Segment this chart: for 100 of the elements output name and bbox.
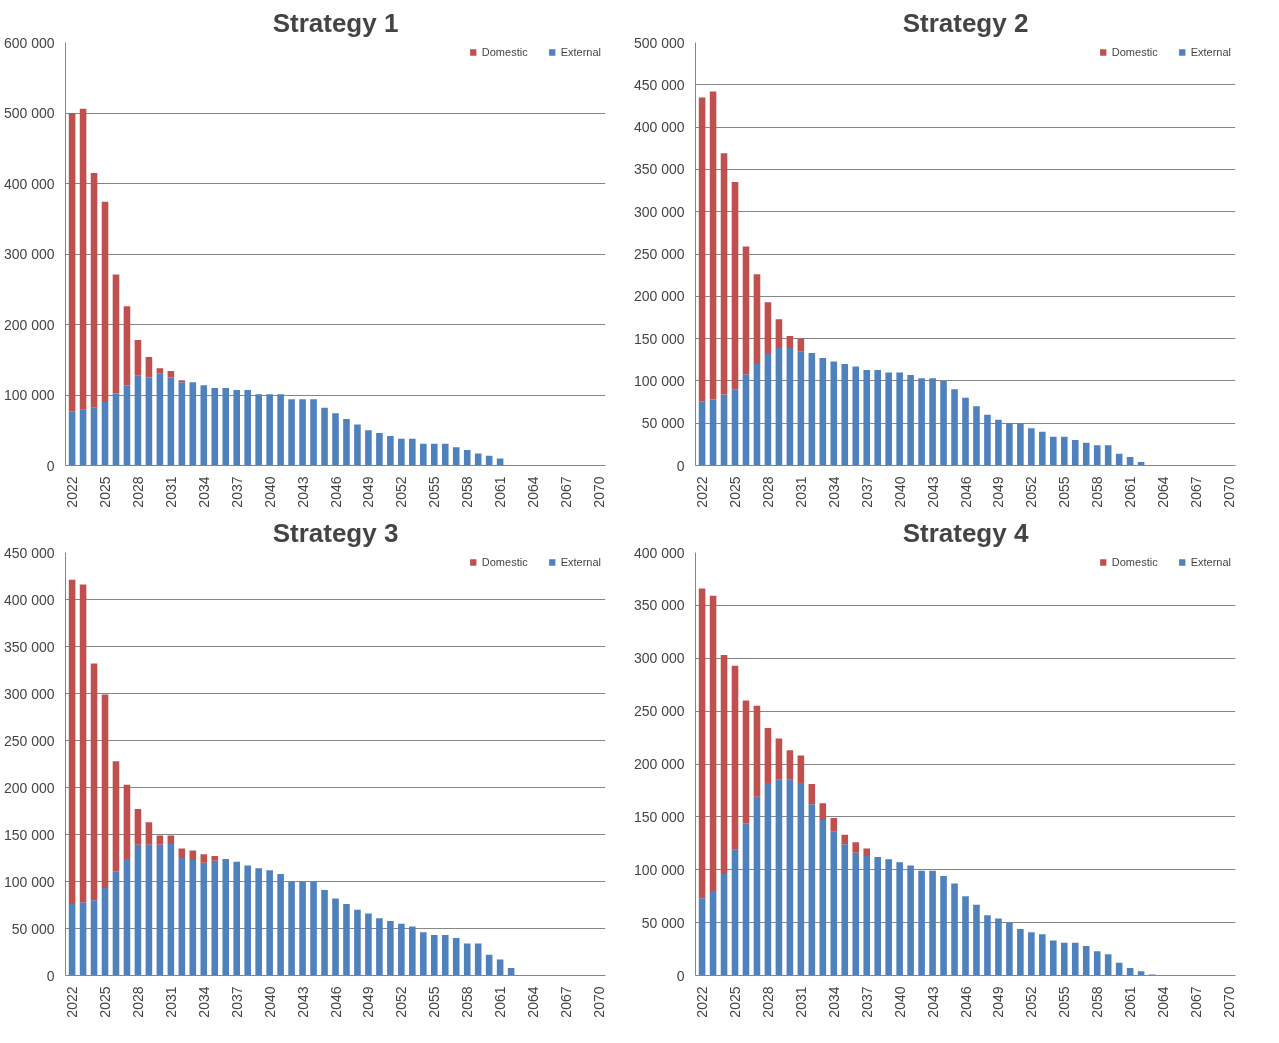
x-tick-label: 2040 bbox=[891, 986, 908, 1018]
x-tick-label: 2031 bbox=[792, 476, 809, 508]
x-tick-label: 2058 bbox=[1089, 476, 1106, 508]
y-tick-label: 200 000 bbox=[633, 756, 685, 772]
x-tick-label: 2067 bbox=[1187, 476, 1204, 508]
y-tick-label: 300 000 bbox=[633, 203, 685, 220]
x-tick-label: 2070 bbox=[1220, 476, 1237, 508]
x-tick-label: 2052 bbox=[393, 476, 410, 508]
x-tick-label: 2052 bbox=[393, 986, 410, 1018]
x-tick-label: 2034 bbox=[195, 476, 212, 508]
y-tick-label: 300 000 bbox=[633, 650, 685, 667]
y-tick-label: 250 000 bbox=[633, 246, 685, 262]
y-tick-label: 300 000 bbox=[3, 246, 55, 262]
x-tick-label: 2040 bbox=[261, 986, 278, 1018]
x-tick-label: 2034 bbox=[195, 986, 212, 1018]
chart-title: Strategy 2 bbox=[902, 7, 1029, 38]
legend-label: External bbox=[1190, 556, 1231, 568]
x-tick-label: 2022 bbox=[64, 476, 81, 508]
x-tick-label: 2037 bbox=[228, 986, 245, 1018]
y-tick-label: 350 000 bbox=[3, 638, 55, 655]
y-tick-label: 400 000 bbox=[633, 119, 685, 136]
y-tick-label: 350 000 bbox=[633, 597, 685, 614]
y-tick-label: 150 000 bbox=[633, 808, 685, 825]
x-tick-label: 2061 bbox=[1122, 986, 1139, 1018]
y-tick-label: 100 000 bbox=[3, 387, 55, 403]
legend-label: Domestic bbox=[1111, 46, 1158, 58]
y-tick-label: 400 000 bbox=[3, 175, 55, 192]
x-tick-label: 2058 bbox=[459, 986, 476, 1018]
x-tick-label: 2025 bbox=[97, 986, 114, 1018]
x-tick-label: 2067 bbox=[1187, 986, 1204, 1018]
x-tick-label: 2064 bbox=[525, 986, 542, 1018]
y-tick-label: 150 000 bbox=[3, 826, 55, 843]
y-tick-label: 100 000 bbox=[633, 861, 685, 878]
x-tick-label: 2049 bbox=[360, 476, 377, 508]
y-tick-label: 0 bbox=[46, 457, 55, 474]
x-tick-label: 2058 bbox=[1089, 986, 1106, 1018]
x-tick-label: 2043 bbox=[294, 986, 311, 1018]
x-tick-label: 2043 bbox=[294, 476, 311, 508]
legend-label: External bbox=[1190, 46, 1231, 58]
y-tick-label: 450 000 bbox=[633, 76, 685, 93]
x-tick-label: 2031 bbox=[162, 476, 179, 508]
x-tick-label: 2055 bbox=[1056, 476, 1073, 508]
x-tick-label: 2037 bbox=[858, 476, 875, 508]
x-tick-label: 2040 bbox=[891, 476, 908, 508]
x-tick-label: 2070 bbox=[590, 476, 607, 508]
chart-title: Strategy 1 bbox=[272, 7, 399, 38]
x-tick-label: 2034 bbox=[825, 476, 842, 508]
y-tick-label: 100 000 bbox=[633, 372, 685, 389]
x-tick-label: 2064 bbox=[1155, 476, 1172, 508]
legend-label: Domestic bbox=[481, 46, 528, 58]
y-tick-label: 50 000 bbox=[11, 920, 55, 937]
y-tick-label: 0 bbox=[676, 967, 685, 984]
x-tick-label: 2061 bbox=[492, 476, 509, 508]
x-tick-label: 2046 bbox=[957, 476, 974, 508]
x-tick-label: 2046 bbox=[327, 986, 344, 1018]
legend-label: Domestic bbox=[1111, 556, 1158, 568]
x-tick-label: 2055 bbox=[1056, 986, 1073, 1018]
x-tick-label: 2049 bbox=[990, 476, 1007, 508]
y-tick-label: 200 000 bbox=[633, 288, 685, 305]
x-tick-label: 2046 bbox=[327, 476, 344, 508]
x-tick-label: 2043 bbox=[924, 476, 941, 508]
y-tick-label: 50 000 bbox=[641, 914, 685, 931]
chart-title: Strategy 4 bbox=[902, 517, 1029, 548]
x-tick-label: 2067 bbox=[557, 476, 574, 508]
y-tick-label: 350 000 bbox=[633, 161, 685, 178]
legend-label: External bbox=[560, 46, 601, 58]
y-tick-label: 0 bbox=[46, 967, 55, 984]
x-tick-label: 2025 bbox=[727, 986, 744, 1018]
chart-title: Strategy 3 bbox=[272, 517, 399, 548]
x-tick-label: 2025 bbox=[727, 476, 744, 508]
x-tick-label: 2037 bbox=[228, 476, 245, 508]
x-tick-label: 2022 bbox=[694, 476, 711, 508]
legend-label: Domestic bbox=[481, 556, 528, 568]
x-tick-label: 2034 bbox=[825, 986, 842, 1018]
x-tick-label: 2070 bbox=[1220, 986, 1237, 1018]
x-tick-label: 2064 bbox=[1155, 986, 1172, 1018]
x-tick-label: 2028 bbox=[759, 986, 776, 1018]
x-tick-label: 2067 bbox=[557, 986, 574, 1018]
x-tick-label: 2064 bbox=[525, 476, 542, 508]
y-tick-label: 300 000 bbox=[3, 685, 55, 702]
y-tick-label: 500 000 bbox=[633, 34, 685, 51]
y-tick-label: 600 000 bbox=[3, 34, 55, 51]
x-tick-label: 2058 bbox=[459, 476, 476, 508]
y-tick-label: 400 000 bbox=[3, 591, 55, 608]
x-tick-label: 2052 bbox=[1023, 986, 1040, 1018]
y-tick-label: 250 000 bbox=[3, 732, 55, 749]
y-tick-label: 400 000 bbox=[633, 544, 685, 561]
x-tick-label: 2025 bbox=[97, 476, 114, 508]
legend-label: External bbox=[560, 556, 601, 568]
x-tick-label: 2049 bbox=[360, 986, 377, 1018]
x-tick-label: 2046 bbox=[957, 986, 974, 1018]
y-tick-label: 50 000 bbox=[641, 415, 685, 432]
x-tick-label: 2055 bbox=[426, 476, 443, 508]
x-tick-label: 2022 bbox=[694, 986, 711, 1018]
x-tick-label: 2028 bbox=[129, 476, 146, 508]
y-tick-label: 450 000 bbox=[3, 544, 55, 561]
x-tick-label: 2049 bbox=[990, 986, 1007, 1018]
x-tick-label: 2031 bbox=[792, 986, 809, 1018]
x-tick-label: 2022 bbox=[64, 986, 81, 1018]
x-tick-label: 2031 bbox=[162, 986, 179, 1018]
